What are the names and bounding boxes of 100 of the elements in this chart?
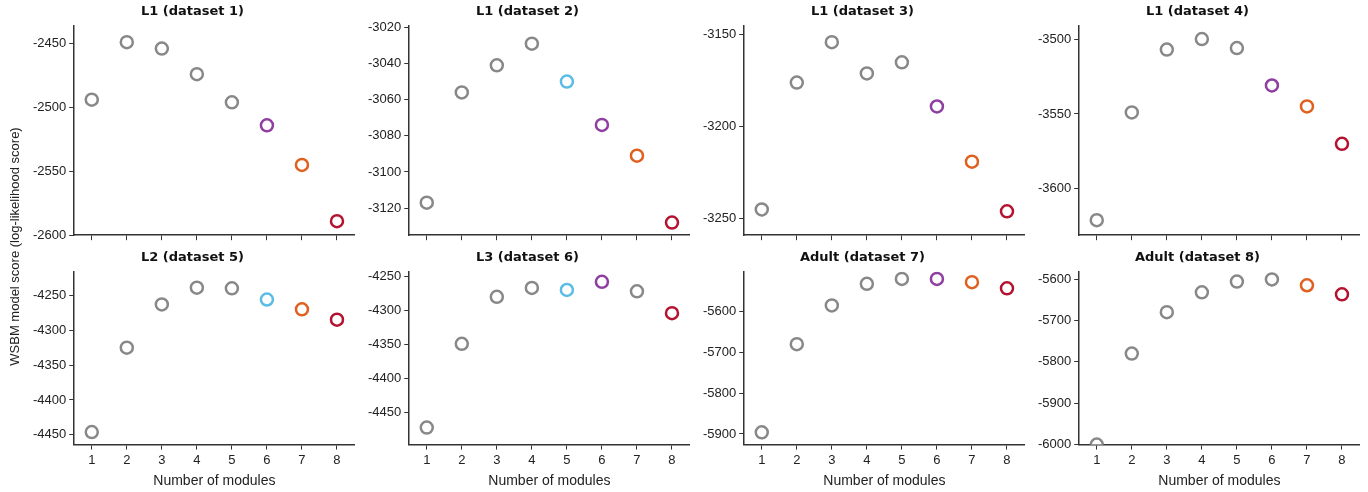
point	[964, 154, 980, 169]
point	[594, 117, 610, 133]
point	[754, 202, 770, 217]
x-tick-label: 7	[968, 451, 976, 467]
point	[1334, 287, 1350, 302]
point	[629, 284, 645, 299]
chart-title: L2 (dataset 5)	[140, 249, 245, 265]
x-tick-label: 4	[1198, 451, 1206, 467]
point	[119, 340, 135, 355]
point	[1229, 40, 1245, 56]
x-tick-label: 2	[458, 451, 466, 467]
point	[1299, 99, 1315, 114]
x-tick-label: 1	[423, 451, 431, 467]
point	[154, 297, 170, 312]
point	[489, 58, 505, 73]
y-tick-label: -2600	[33, 226, 67, 242]
y-tick-label: -4400	[33, 391, 67, 407]
point	[84, 424, 100, 440]
chart-title: L1 (dataset 4)	[1145, 3, 1250, 19]
point	[859, 66, 875, 81]
y-tick-label: -4250	[368, 267, 402, 283]
point	[294, 157, 310, 173]
x-tick-label: 2	[1128, 451, 1136, 467]
point	[929, 99, 945, 114]
x-tick-label: 1	[88, 451, 96, 467]
point	[1334, 136, 1350, 152]
x-tick-label: 8	[1003, 451, 1011, 467]
point	[594, 274, 610, 290]
point	[454, 85, 470, 100]
x-axis-title: Number of modules	[823, 472, 946, 489]
y-tick-label: -4350	[368, 336, 402, 352]
point	[1194, 285, 1210, 300]
point	[329, 213, 345, 229]
x-tick-label: 3	[158, 451, 166, 467]
y-tick-label: -5800	[1038, 353, 1072, 369]
y-tick-label: -4450	[368, 404, 402, 420]
y-tick-label: -6000	[1038, 436, 1072, 452]
y-tick-label: -3020	[368, 18, 402, 34]
point	[454, 336, 470, 352]
point	[1264, 78, 1280, 93]
x-tick-label: 4	[528, 451, 536, 467]
point	[524, 280, 540, 296]
point	[419, 195, 435, 210]
y-axis-title: WSBM model score (log-likelihood score)	[6, 126, 22, 366]
x-tick-label: 1	[1093, 451, 1101, 467]
point	[754, 425, 770, 440]
x-tick-label: 3	[828, 451, 836, 467]
y-tick-label: -5900	[1038, 394, 1072, 410]
y-tick-label: -3040	[368, 55, 402, 71]
point	[1089, 212, 1105, 228]
x-tick-label: 1	[758, 451, 766, 467]
x-tick-label: 5	[898, 451, 906, 467]
point	[664, 305, 680, 321]
point	[1124, 105, 1140, 120]
x-axis-title: Number of modules	[1158, 472, 1281, 489]
point	[224, 95, 240, 110]
point	[789, 75, 805, 90]
x-tick-label: 4	[193, 451, 201, 467]
chart-title: L1 (dataset 1)	[140, 3, 245, 19]
point	[189, 66, 205, 82]
point	[84, 92, 100, 107]
y-tick-label: -3200	[703, 118, 737, 134]
point	[524, 36, 540, 51]
point	[894, 55, 910, 70]
y-tick-label: -4300	[33, 321, 67, 337]
x-tick-label: 8	[668, 451, 676, 467]
point	[259, 118, 275, 133]
x-axis-title: Number of modules	[488, 472, 611, 489]
y-tick-label: -3250	[703, 210, 737, 226]
chart-title: Adult (dataset 7)	[799, 249, 926, 265]
point	[489, 289, 505, 305]
y-tick-label: -3550	[1038, 105, 1072, 121]
y-tick-label: -2550	[33, 162, 67, 178]
y-tick-label: -5600	[1038, 270, 1072, 286]
point	[629, 148, 645, 163]
y-tick-label: -3120	[368, 199, 402, 215]
point	[859, 276, 875, 292]
point	[559, 282, 575, 298]
point	[329, 312, 345, 327]
point	[294, 302, 310, 317]
x-tick-label: 2	[123, 451, 131, 467]
y-tick-label: -5800	[703, 384, 737, 400]
x-axis-title: Number of modules	[153, 472, 276, 489]
y-tick-label: -4250	[33, 286, 67, 302]
y-tick-label: -4350	[33, 356, 67, 372]
x-tick-label: 4	[863, 451, 871, 467]
point	[824, 298, 840, 313]
y-tick-label: -4300	[368, 302, 402, 317]
x-tick-label: 6	[598, 451, 606, 467]
chart-title: Adult (dataset 8)	[1134, 249, 1261, 265]
y-tick-label: -3060	[368, 91, 402, 107]
y-tick-label: -5700	[703, 343, 737, 359]
x-tick-label: 3	[493, 451, 501, 467]
point	[559, 74, 575, 89]
point	[894, 271, 910, 287]
x-tick-label: 8	[1338, 451, 1346, 467]
y-tick-label: -3100	[368, 163, 402, 179]
point	[964, 274, 980, 290]
x-tick-label: 6	[263, 451, 271, 467]
chart-title: L1 (dataset 2)	[475, 3, 580, 19]
